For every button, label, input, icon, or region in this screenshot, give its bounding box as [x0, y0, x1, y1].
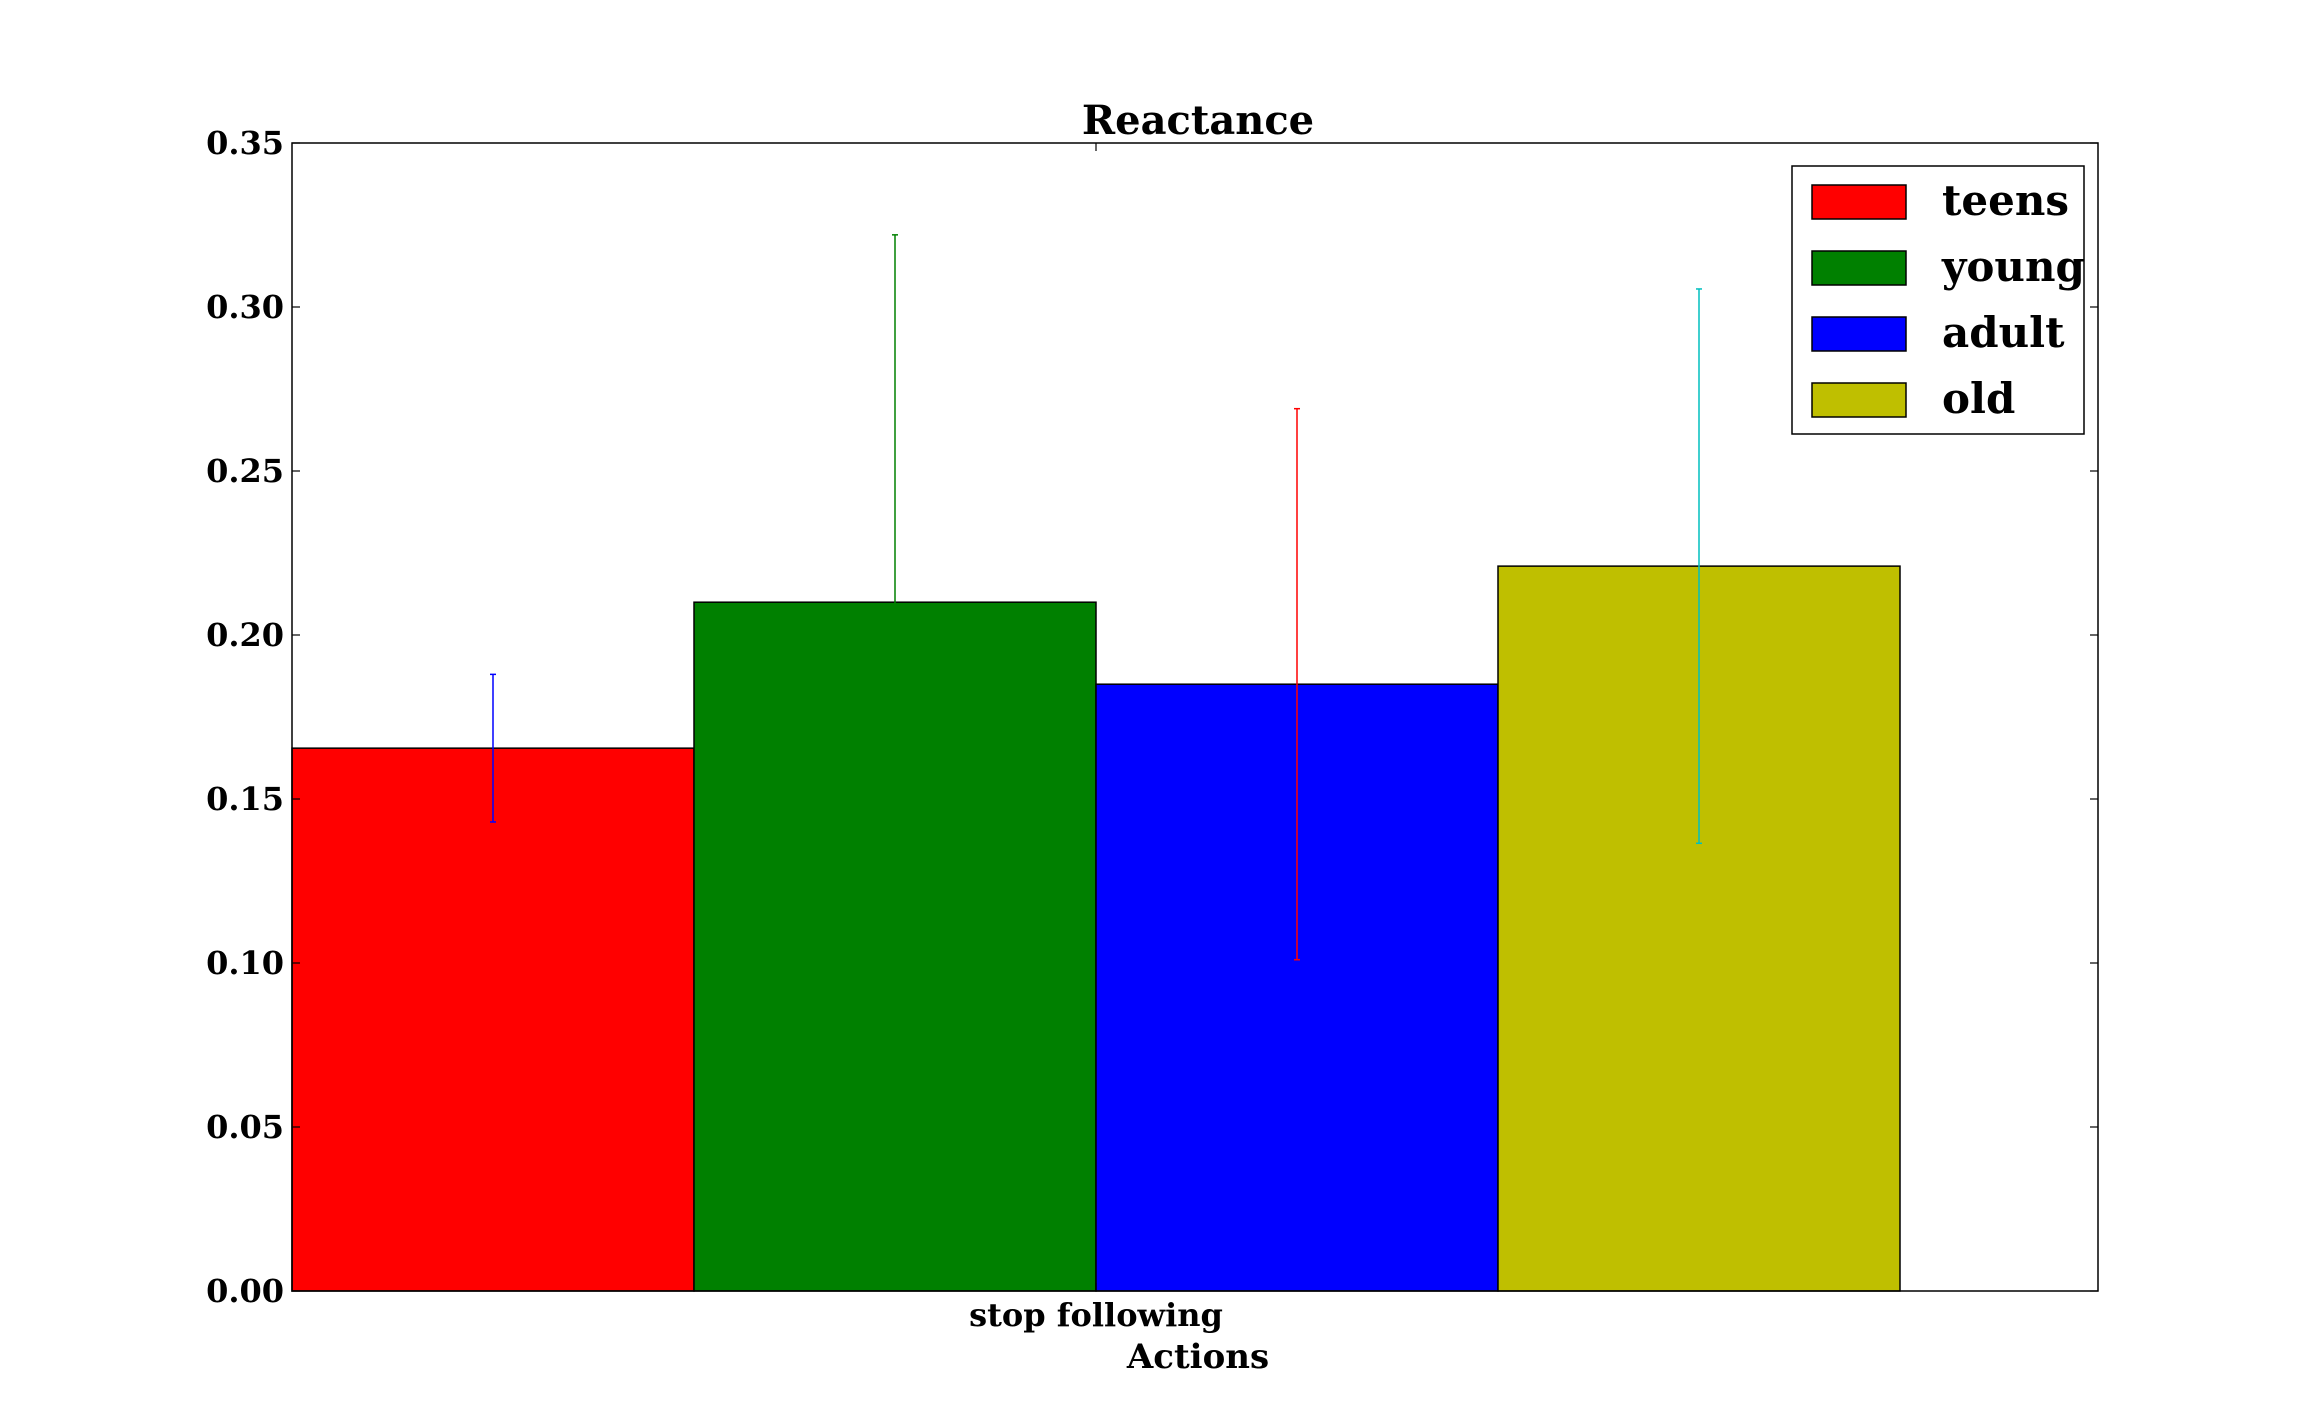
- legend-swatch-young: [1811, 250, 1907, 286]
- legend-label-teens: teens: [1942, 176, 2069, 225]
- chart-title: Reactance: [1082, 97, 1314, 144]
- y-tick-label: 0.30: [206, 288, 284, 326]
- y-axis: 0.00 0.05 0.10 0.15 0.20 0.25 0.30 0.35: [206, 124, 2098, 1310]
- y-tick-label: 0.35: [206, 124, 284, 162]
- y-tick-label: 0.00: [206, 1272, 284, 1310]
- x-axis-label: Actions: [1126, 1337, 1269, 1377]
- x-axis: stop following: [969, 143, 1223, 1334]
- legend-item-teens: teens: [1811, 176, 2069, 225]
- legend-label-young: young: [1941, 242, 2085, 291]
- legend-swatch-teens: [1811, 184, 1907, 220]
- error-bar-teens: [490, 673, 496, 823]
- y-tick-label: 0.10: [206, 944, 284, 982]
- legend-label-old: old: [1942, 374, 2015, 423]
- y-tick-label: 0.15: [206, 780, 284, 818]
- bar-teens: [291, 747, 695, 1292]
- error-bar-old: [1696, 288, 1702, 845]
- legend-item-young: young: [1811, 242, 2085, 291]
- y-tick-label: 0.25: [206, 452, 284, 490]
- legend-item-adult: adult: [1811, 308, 2065, 357]
- y-tick-label: 0.05: [206, 1108, 284, 1146]
- error-bar-adult: [1294, 407, 1300, 961]
- legend-swatch-adult: [1811, 316, 1907, 352]
- legend-label-adult: adult: [1942, 308, 2065, 357]
- legend: teens young adult old: [1791, 165, 2085, 435]
- x-tick-label: stop following: [969, 1296, 1223, 1334]
- legend-swatch-old: [1811, 382, 1907, 418]
- y-tick-label: 0.20: [206, 616, 284, 654]
- legend-item-old: old: [1811, 374, 2015, 423]
- plot-frame: [291, 142, 2099, 1292]
- error-bars-layer: [490, 234, 1702, 971]
- error-bar-young: [892, 234, 898, 971]
